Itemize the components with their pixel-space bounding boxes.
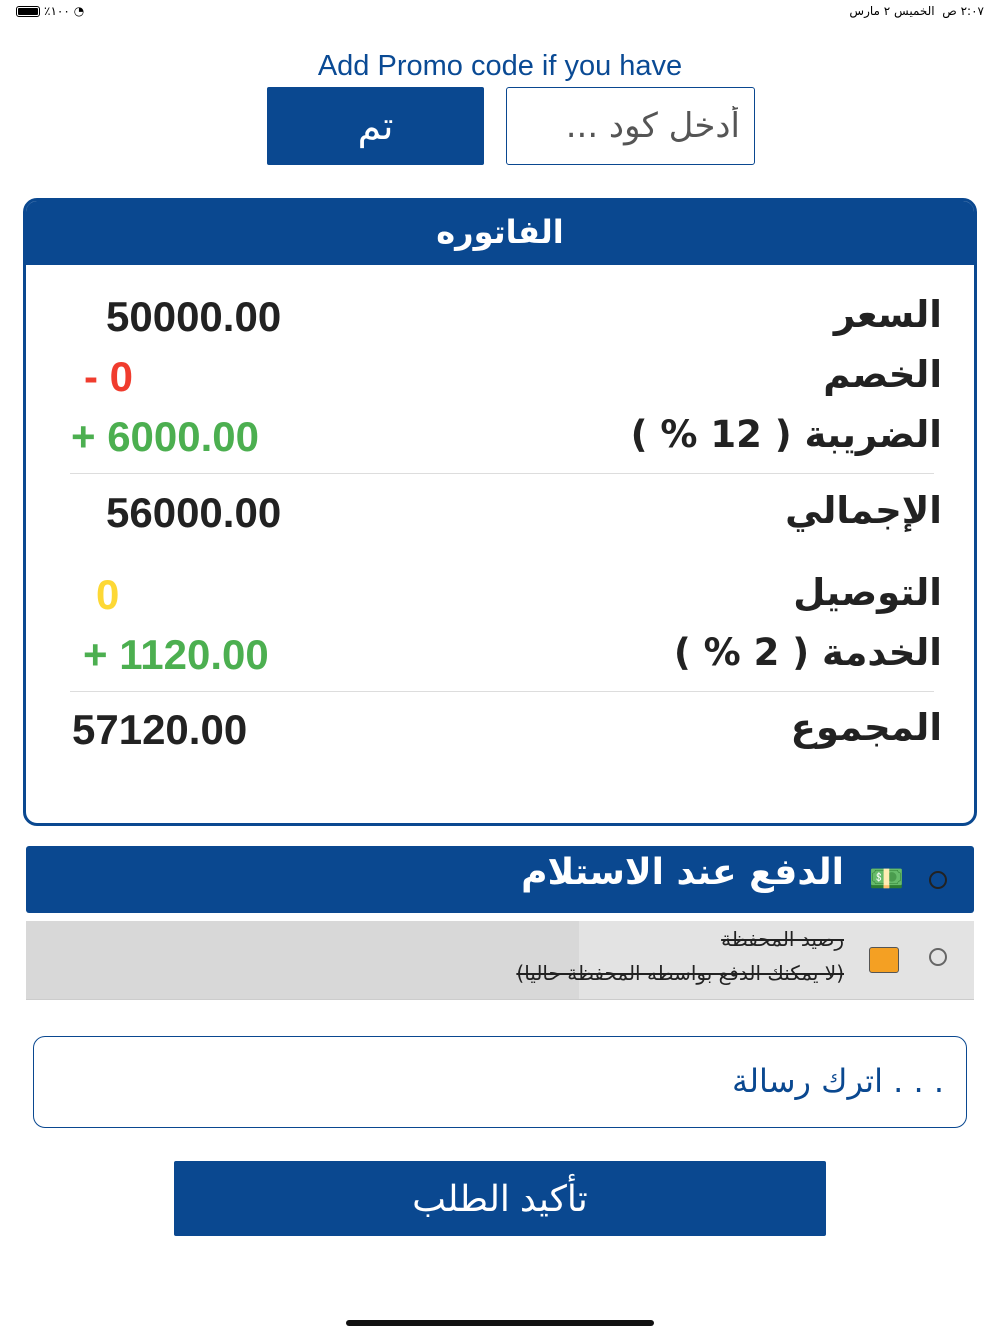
wallet-radio[interactable] (929, 948, 947, 966)
status-indicators: ٪١٠٠ ◔ (16, 4, 84, 18)
cod-radio[interactable] (929, 871, 947, 889)
payment-option-wallet[interactable]: رصيد المحفظة (لا يمكنك الدفع بواسطه المح… (26, 921, 974, 1000)
row-value: 56000.00 (106, 489, 282, 536)
invoice-row: الخصم - 0 (26, 353, 974, 413)
invoice-row: السعر 50000.00 (26, 293, 974, 353)
divider (70, 691, 934, 692)
apply-promo-button[interactable]: تم (267, 87, 484, 165)
message-input[interactable]: . . . اترك رسالة (33, 1036, 967, 1128)
row-label: الضريبة ( 12 % ) (630, 413, 942, 456)
cod-label: الدفع عند الاستلام (521, 852, 844, 893)
battery-percent: ٪١٠٠ (44, 4, 70, 18)
invoice-row: الضريبة ( 12 % ) + 6000.00 (26, 413, 974, 473)
wifi-icon: ◔ (73, 4, 85, 18)
row-label: المجموع (790, 706, 942, 749)
invoice-row: المجموع 57120.00 (26, 706, 974, 766)
promo-code-input[interactable] (506, 87, 755, 165)
invoice-row: الإجمالي 56000.00 (26, 489, 974, 549)
invoice-row: الخدمة ( 2 % ) + 1120.00 (26, 631, 974, 691)
invoice-title: الفاتوره (26, 201, 974, 265)
invoice-row: التوصيل 0 (26, 571, 974, 631)
row-label: الخدمة ( 2 % ) (673, 631, 942, 674)
row-label: الخصم (823, 353, 942, 396)
row-label: الإجمالي (785, 489, 942, 532)
battery-icon (16, 5, 40, 17)
invoice-card: الفاتوره السعر 50000.00 الخصم - 0 الضريبة ( … (23, 198, 977, 826)
divider (70, 473, 934, 474)
row-value: - 0 (84, 353, 134, 400)
row-label: التوصيل (793, 571, 942, 614)
row-value: 57120.00 (72, 706, 248, 753)
confirm-order-button[interactable]: تأكيد الطلب (174, 1161, 826, 1236)
promo-title: Add Promo code if you have (317, 50, 683, 82)
row-label: السعر (833, 293, 942, 336)
status-time-date: ٢:٠٧ ص الخميس ٢ مارس (849, 4, 984, 18)
wallet-label: رصيد المحفظة (721, 927, 844, 951)
row-value: 50000.00 (106, 293, 282, 340)
wallet-note: (لا يمكنك الدفع بواسطه المحفظة حاليا) (516, 961, 844, 985)
row-value: + 6000.00 (71, 413, 260, 460)
row-value: + 1120.00 (83, 631, 269, 678)
wallet-icon (869, 947, 899, 973)
cash-hand-icon: 💵 (869, 862, 904, 895)
home-indicator[interactable] (346, 1320, 654, 1326)
payment-option-cod[interactable]: 💵 الدفع عند الاستلام (26, 846, 974, 913)
row-value: 0 (96, 571, 120, 618)
